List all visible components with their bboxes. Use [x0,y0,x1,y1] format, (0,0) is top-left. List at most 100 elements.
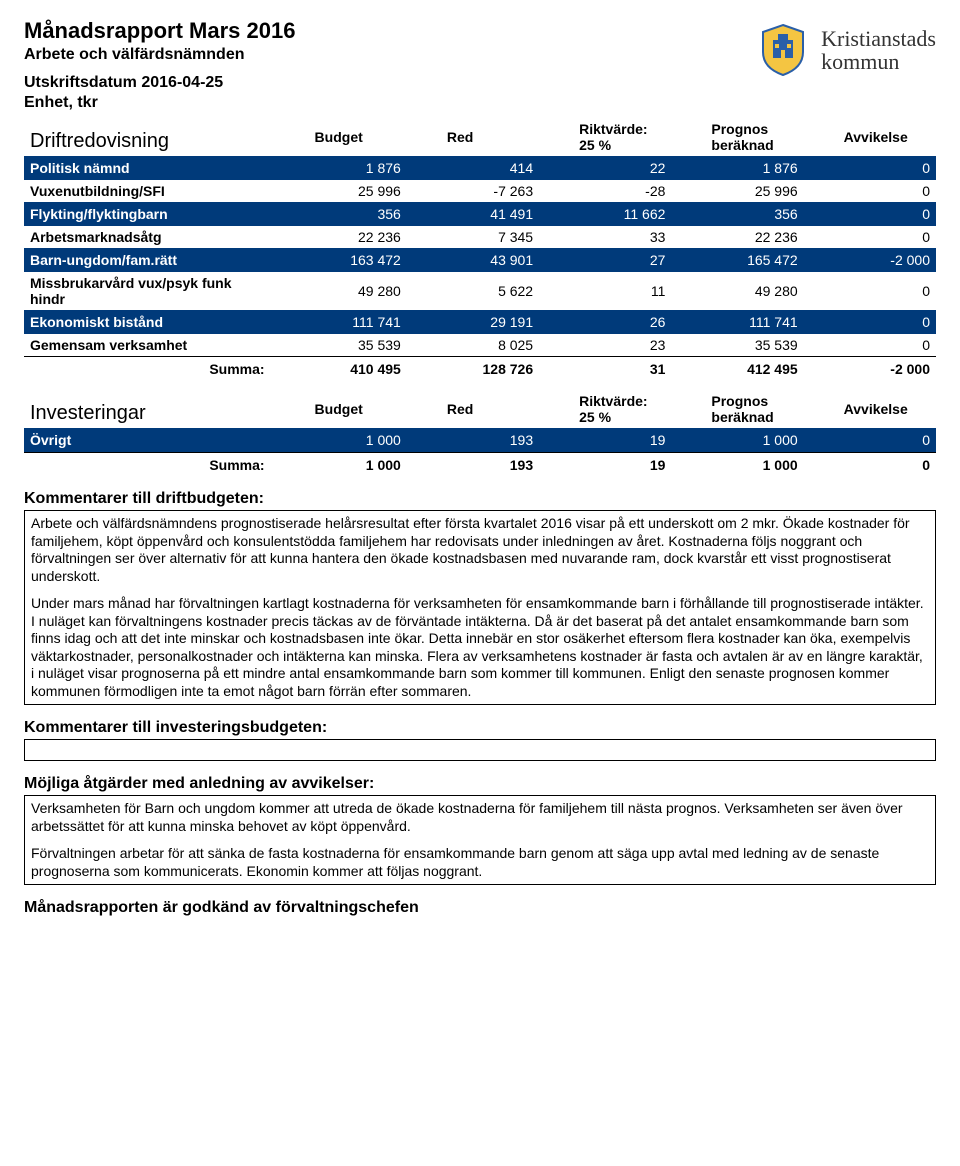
drift-cell: 22 236 [671,226,803,248]
drift-col-1: Red [407,118,539,156]
drift-cell: 0 [804,310,936,334]
drift-cell: -7 263 [407,180,539,202]
drift-comment-heading: Kommentarer till driftbudgeten: [24,490,936,508]
drift-col-2: Riktvärde: 25 % [539,118,671,156]
drift-row: Vuxenutbildning/SFI25 996-7 263-2825 996… [24,180,936,202]
drift-section-label: Driftredovisning [24,118,275,156]
drift-cell: 8 025 [407,334,539,357]
drift-cell: 7 345 [407,226,539,248]
drift-row-label: Gemensam verksamhet [24,334,275,357]
invest-col-1: Red [407,390,539,428]
drift-cell: 29 191 [407,310,539,334]
invest-sum-1: 193 [407,453,539,477]
drift-cell: 0 [804,226,936,248]
invest-row: Övrigt1 000193191 0000 [24,428,936,453]
invest-cell: 1 000 [671,428,803,453]
invest-comment-heading: Kommentarer till investeringsbudgeten: [24,719,936,737]
drift-col-4: Avvikelse [804,118,936,156]
drift-header-row: Driftredovisning Budget Red Riktvärde: 2… [24,118,936,156]
header-subtitle-1: Arbete och välfärdsnämnden [24,46,295,64]
header-subtitle-3: Enhet, tkr [24,94,295,112]
logo: Kristianstads kommun [755,22,936,78]
invest-sum-3: 1 000 [671,453,803,477]
invest-sum-0: 1 000 [275,453,407,477]
drift-cell: -28 [539,180,671,202]
drift-cell: 0 [804,202,936,226]
invest-sum-4: 0 [804,453,936,477]
invest-col-2: Riktvärde: 25 % [539,390,671,428]
header-text-block: Månadsrapport Mars 2016 Arbete och välfä… [24,18,295,118]
drift-cell: 0 [804,156,936,180]
drift-comment-box: Arbete och välfärdsnämndens prognostiser… [24,510,936,705]
drift-cell: 41 491 [407,202,539,226]
drift-cell: 49 280 [275,272,407,310]
actions-comment-box: Verksamheten för Barn och ungdom kommer … [24,795,936,885]
drift-cell: 414 [407,156,539,180]
logo-line-1: Kristianstads [821,27,936,50]
invest-sum-2: 19 [539,453,671,477]
invest-cell: 0 [804,428,936,453]
actions-heading: Möjliga åtgärder med anledning av avvike… [24,775,936,793]
actions-comment-paragraph: Förvaltningen arbetar för att sänka de f… [31,845,929,880]
drift-col-0: Budget [275,118,407,156]
drift-sum-1: 128 726 [407,357,539,381]
invest-section-label: Investeringar [24,390,275,428]
drift-row-label: Flykting/flyktingbarn [24,202,275,226]
logo-text: Kristianstads kommun [821,27,936,73]
drift-row: Missbrukarvård vux/psyk funk hindr49 280… [24,272,936,310]
drift-cell: 0 [804,180,936,202]
invest-cell: 1 000 [275,428,407,453]
drift-sum-2: 31 [539,357,671,381]
drift-row-label: Politisk nämnd [24,156,275,180]
drift-row: Arbetsmarknadsåtg22 2367 3453322 2360 [24,226,936,248]
drift-cell: 111 741 [671,310,803,334]
invest-header-row: Investeringar Budget Red Riktvärde: 25 %… [24,390,936,428]
drift-row: Ekonomiskt bistånd111 74129 19126111 741… [24,310,936,334]
drift-cell: 0 [804,334,936,357]
drift-row-label: Missbrukarvård vux/psyk funk hindr [24,272,275,310]
page-header: Månadsrapport Mars 2016 Arbete och välfä… [24,18,936,118]
drift-cell: 22 [539,156,671,180]
drift-cell: 165 472 [671,248,803,272]
crest-icon [755,22,811,78]
page-title: Månadsrapport Mars 2016 [24,18,295,44]
drift-comment-paragraph: Under mars månad har förvaltningen kartl… [31,595,929,700]
invest-comment-box [24,739,936,761]
drift-cell: 25 996 [671,180,803,202]
invest-col-3: Prognos beräknad [671,390,803,428]
drift-col-3: Prognos beräknad [671,118,803,156]
drift-sum-3: 412 495 [671,357,803,381]
drift-cell: 22 236 [275,226,407,248]
drift-sum-row: Summa: 410 495 128 726 31 412 495 -2 000 [24,357,936,381]
drift-cell: 27 [539,248,671,272]
invest-cell: 19 [539,428,671,453]
drift-row-label: Ekonomiskt bistånd [24,310,275,334]
invest-cell: 193 [407,428,539,453]
drift-cell: 11 [539,272,671,310]
actions-comment-paragraph: Verksamheten för Barn och ungdom kommer … [31,800,929,835]
drift-row-label: Vuxenutbildning/SFI [24,180,275,202]
drift-cell: 0 [804,272,936,310]
drift-cell: 356 [671,202,803,226]
drift-cell: 25 996 [275,180,407,202]
approved-heading: Månadsrapporten är godkänd av förvaltnin… [24,899,936,917]
drift-sum-label: Summa: [24,357,275,381]
invest-col-4: Avvikelse [804,390,936,428]
drift-cell: 1 876 [275,156,407,180]
drift-row: Barn-ungdom/fam.rätt163 47243 90127165 4… [24,248,936,272]
drift-cell: 11 662 [539,202,671,226]
drift-cell: 23 [539,334,671,357]
invest-sum-label: Summa: [24,453,275,477]
drift-cell: 35 539 [275,334,407,357]
drift-cell: -2 000 [804,248,936,272]
drift-cell: 163 472 [275,248,407,272]
drift-row: Politisk nämnd1 876414221 8760 [24,156,936,180]
invest-table: Investeringar Budget Red Riktvärde: 25 %… [24,390,936,476]
invest-sum-row: Summa: 1 000 193 19 1 000 0 [24,453,936,477]
drift-table: Driftredovisning Budget Red Riktvärde: 2… [24,118,936,380]
drift-cell: 356 [275,202,407,226]
drift-cell: 26 [539,310,671,334]
drift-comment-paragraph: Arbete och välfärdsnämndens prognostiser… [31,515,929,585]
drift-cell: 43 901 [407,248,539,272]
drift-cell: 1 876 [671,156,803,180]
